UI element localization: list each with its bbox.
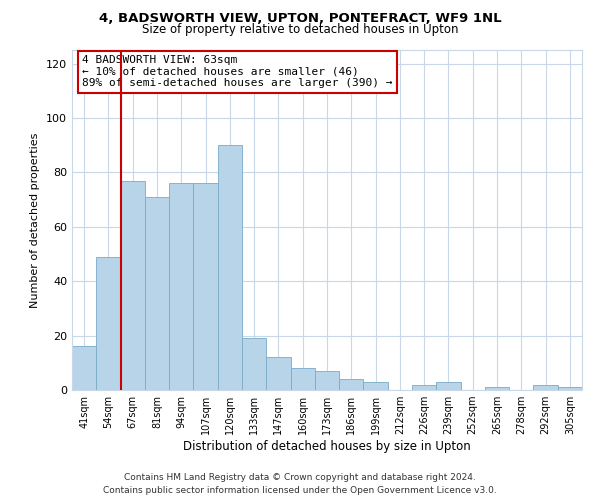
Bar [533, 384, 558, 390]
Bar [290, 368, 315, 390]
Bar [218, 145, 242, 390]
Bar [145, 197, 169, 390]
Bar [412, 384, 436, 390]
Text: Contains HM Land Registry data © Crown copyright and database right 2024.
Contai: Contains HM Land Registry data © Crown c… [103, 473, 497, 495]
Bar [121, 180, 145, 390]
Bar [242, 338, 266, 390]
Bar [96, 256, 121, 390]
Bar [266, 358, 290, 390]
Bar [558, 388, 582, 390]
Text: Size of property relative to detached houses in Upton: Size of property relative to detached ho… [142, 22, 458, 36]
Bar [169, 184, 193, 390]
Bar [72, 346, 96, 390]
Bar [436, 382, 461, 390]
Bar [193, 184, 218, 390]
X-axis label: Distribution of detached houses by size in Upton: Distribution of detached houses by size … [183, 440, 471, 453]
Text: 4 BADSWORTH VIEW: 63sqm
← 10% of detached houses are smaller (46)
89% of semi-de: 4 BADSWORTH VIEW: 63sqm ← 10% of detache… [82, 55, 392, 88]
Y-axis label: Number of detached properties: Number of detached properties [31, 132, 40, 308]
Bar [339, 379, 364, 390]
Text: 4, BADSWORTH VIEW, UPTON, PONTEFRACT, WF9 1NL: 4, BADSWORTH VIEW, UPTON, PONTEFRACT, WF… [98, 12, 502, 26]
Bar [315, 371, 339, 390]
Bar [485, 388, 509, 390]
Bar [364, 382, 388, 390]
